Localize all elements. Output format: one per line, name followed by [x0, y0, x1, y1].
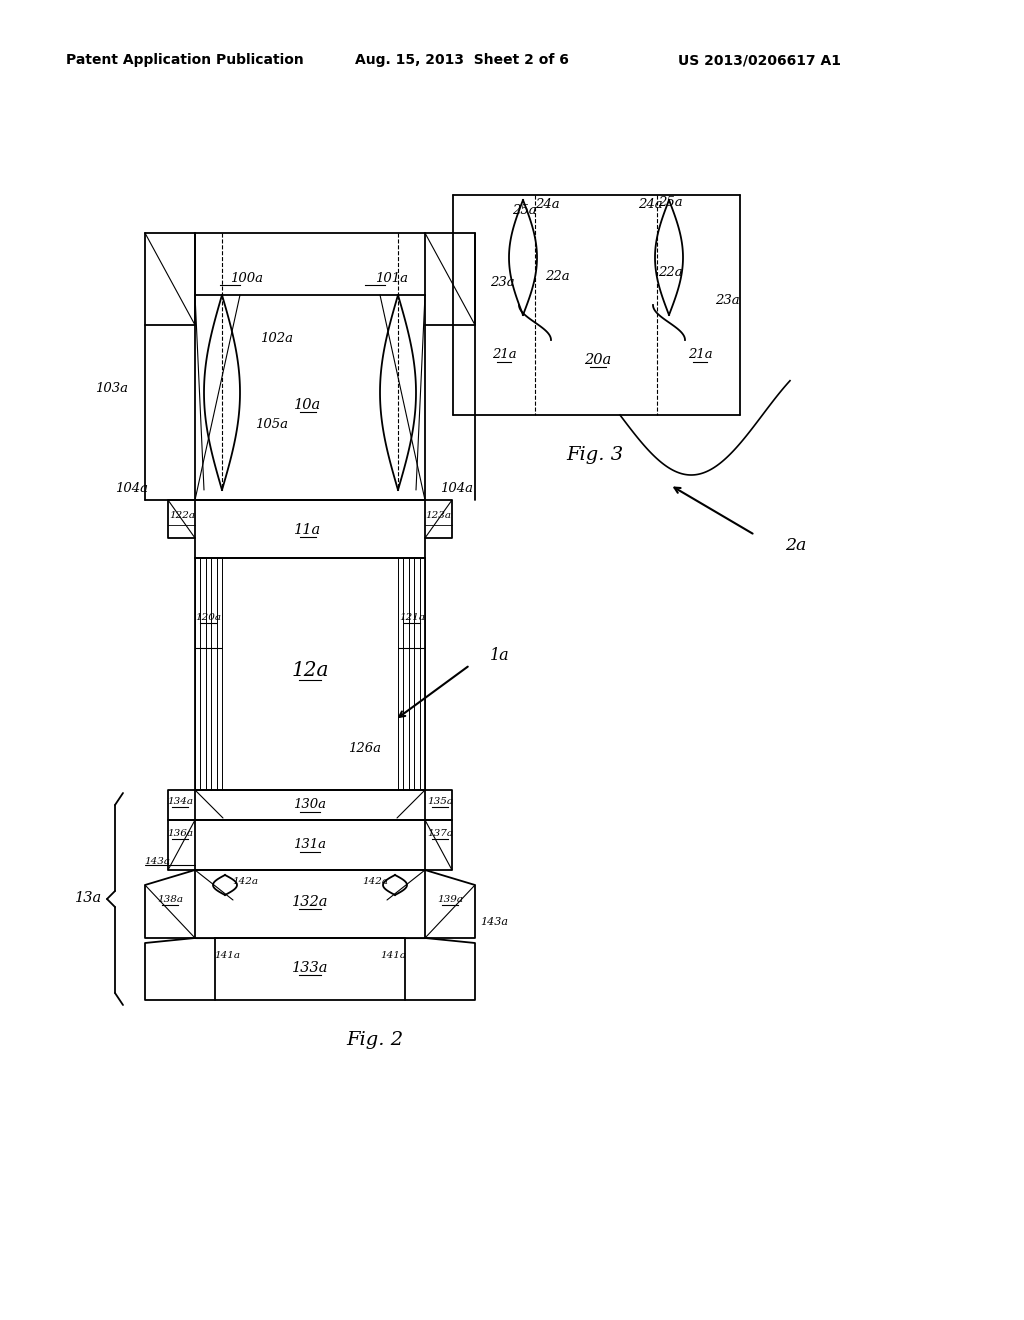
Text: 101a: 101a — [375, 272, 408, 285]
Text: US 2013/0206617 A1: US 2013/0206617 A1 — [679, 53, 842, 67]
Text: 25a: 25a — [512, 203, 537, 216]
Text: 142a: 142a — [362, 878, 388, 887]
Text: 22a: 22a — [545, 271, 569, 284]
Text: 103a: 103a — [95, 381, 128, 395]
Text: Patent Application Publication: Patent Application Publication — [67, 53, 304, 67]
Text: 139a: 139a — [437, 895, 463, 904]
Text: 142a: 142a — [232, 878, 258, 887]
Text: 21a: 21a — [688, 348, 713, 362]
Text: 134a: 134a — [167, 797, 193, 807]
Text: 143a: 143a — [144, 858, 170, 866]
Text: 133a: 133a — [292, 961, 329, 975]
Text: 141a: 141a — [380, 952, 406, 961]
Text: 130a: 130a — [294, 799, 327, 812]
Text: 141a: 141a — [214, 952, 240, 961]
Text: Fig. 2: Fig. 2 — [346, 1031, 403, 1049]
Text: 131a: 131a — [294, 838, 327, 851]
Text: 105a: 105a — [255, 418, 288, 432]
Text: 22a: 22a — [658, 265, 683, 279]
Text: 25a: 25a — [657, 197, 682, 210]
Text: 23a: 23a — [715, 293, 739, 306]
Text: 2a: 2a — [785, 536, 806, 553]
Text: 137a: 137a — [427, 829, 453, 838]
Text: 24a: 24a — [638, 198, 663, 211]
Text: 138a: 138a — [157, 895, 183, 904]
Text: 136a: 136a — [167, 829, 193, 838]
Text: 104a: 104a — [440, 482, 473, 495]
Text: 102a: 102a — [260, 331, 293, 345]
Text: Aug. 15, 2013  Sheet 2 of 6: Aug. 15, 2013 Sheet 2 of 6 — [355, 53, 569, 67]
Text: 11a: 11a — [294, 523, 322, 537]
Text: 20a: 20a — [585, 352, 611, 367]
Text: 123a: 123a — [425, 511, 451, 520]
Text: 121a: 121a — [399, 614, 425, 623]
Text: 104a: 104a — [115, 482, 148, 495]
Text: 120a: 120a — [195, 614, 221, 623]
Text: 126a: 126a — [348, 742, 381, 755]
Text: 13a: 13a — [75, 891, 102, 906]
Text: 24a: 24a — [535, 198, 559, 211]
Text: 132a: 132a — [292, 895, 329, 909]
Text: 143a: 143a — [480, 917, 508, 927]
Text: 135a: 135a — [427, 797, 453, 807]
Text: 1a: 1a — [490, 647, 510, 664]
Text: Fig. 3: Fig. 3 — [566, 446, 624, 465]
Text: 12a: 12a — [291, 660, 329, 680]
Text: 23a: 23a — [490, 276, 515, 289]
Text: 21a: 21a — [492, 348, 516, 362]
Text: 122a: 122a — [169, 511, 195, 520]
Text: 10a: 10a — [294, 399, 322, 412]
Text: 100a: 100a — [230, 272, 263, 285]
